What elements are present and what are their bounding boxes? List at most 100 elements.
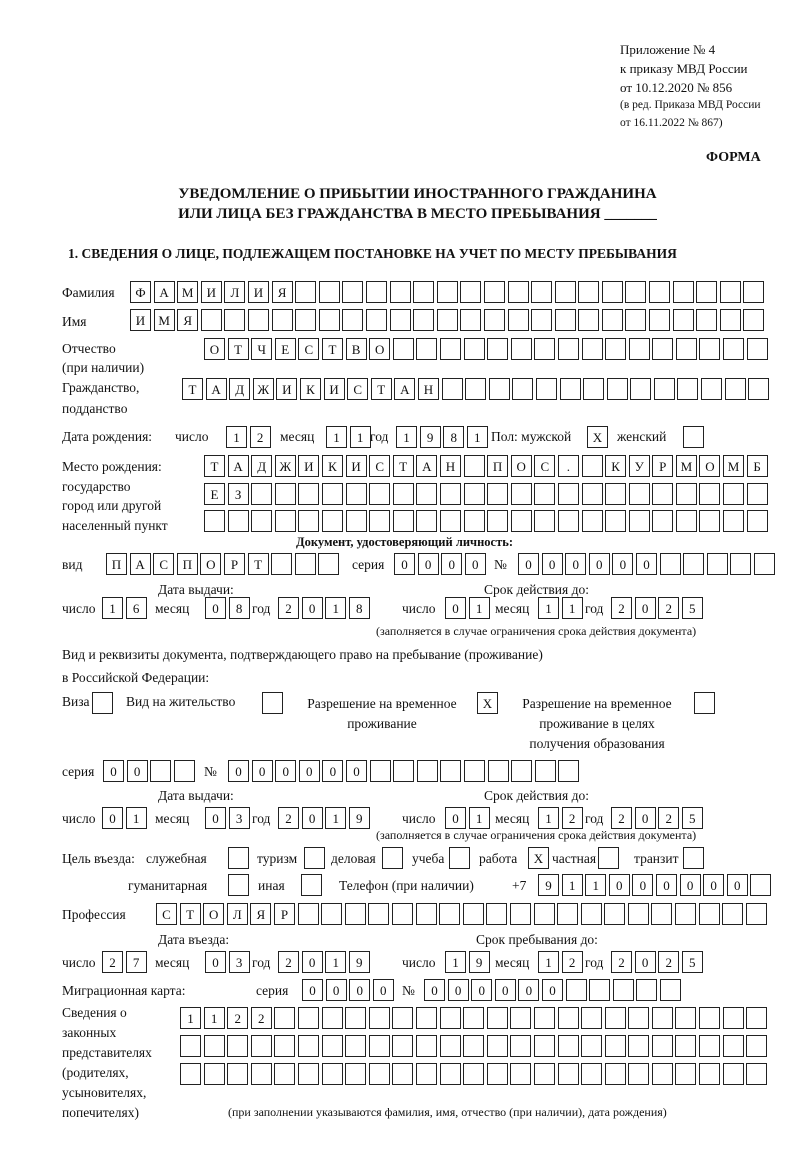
char-cell[interactable] bbox=[368, 903, 390, 925]
char-cell[interactable]: А bbox=[416, 455, 438, 477]
char-cell[interactable] bbox=[722, 1007, 744, 1029]
char-cell[interactable] bbox=[318, 281, 340, 303]
char-cell[interactable]: Т bbox=[204, 455, 225, 477]
char-cell[interactable] bbox=[706, 553, 728, 575]
char-cell[interactable]: Л bbox=[226, 903, 248, 925]
char-cell[interactable] bbox=[465, 378, 487, 400]
char-cell[interactable] bbox=[510, 510, 532, 532]
char-cell[interactable] bbox=[746, 338, 768, 360]
char-cell[interactable] bbox=[203, 1063, 225, 1085]
char-cell[interactable] bbox=[463, 1007, 485, 1029]
char-cell[interactable] bbox=[345, 510, 367, 532]
char-cell[interactable]: С bbox=[347, 378, 369, 400]
char-cell[interactable]: 1 bbox=[396, 426, 417, 448]
char-cell[interactable] bbox=[724, 378, 746, 400]
char-cell[interactable] bbox=[719, 309, 741, 331]
char-cell[interactable] bbox=[274, 1035, 296, 1057]
char-cell[interactable] bbox=[719, 281, 741, 303]
char-cell[interactable] bbox=[392, 1007, 414, 1029]
char-cell[interactable] bbox=[487, 510, 509, 532]
char-cell[interactable]: 9 bbox=[468, 951, 490, 973]
char-cell[interactable] bbox=[651, 1007, 673, 1029]
char-cell[interactable]: О bbox=[203, 903, 225, 925]
purpose-official-checkbox[interactable] bbox=[228, 847, 252, 869]
char-cell[interactable] bbox=[345, 1007, 367, 1029]
char-cell[interactable]: 0 bbox=[541, 553, 563, 575]
char-cell[interactable] bbox=[598, 847, 619, 869]
char-cell[interactable]: 1 bbox=[538, 597, 559, 619]
char-cell[interactable] bbox=[531, 309, 553, 331]
char-cell[interactable] bbox=[463, 483, 485, 505]
purpose-private-checkbox[interactable] bbox=[598, 847, 622, 869]
char-cell[interactable]: Е bbox=[274, 338, 296, 360]
residence-permit-checkbox[interactable] bbox=[262, 692, 286, 714]
char-cell[interactable] bbox=[534, 338, 556, 360]
char-cell[interactable]: М bbox=[675, 455, 697, 477]
char-cell[interactable] bbox=[696, 281, 718, 303]
char-cell[interactable] bbox=[295, 309, 317, 331]
char-cell[interactable]: 0 bbox=[394, 553, 415, 575]
char-cell[interactable] bbox=[557, 510, 579, 532]
char-cell[interactable]: 1 bbox=[326, 426, 347, 448]
char-cell[interactable] bbox=[581, 338, 603, 360]
char-cell[interactable] bbox=[92, 692, 113, 714]
char-cell[interactable] bbox=[321, 483, 343, 505]
char-cell[interactable] bbox=[297, 903, 319, 925]
char-cell[interactable] bbox=[601, 309, 623, 331]
char-cell[interactable]: 0 bbox=[726, 874, 748, 896]
char-cell[interactable] bbox=[392, 1035, 414, 1057]
char-cell[interactable] bbox=[389, 309, 411, 331]
char-cell[interactable] bbox=[675, 483, 697, 505]
char-cell[interactable] bbox=[581, 1007, 603, 1029]
char-cell[interactable] bbox=[649, 281, 671, 303]
representatives-field-3[interactable] bbox=[180, 1063, 770, 1085]
char-cell[interactable] bbox=[743, 309, 765, 331]
char-cell[interactable] bbox=[487, 760, 509, 782]
char-cell[interactable]: 9 bbox=[538, 874, 559, 896]
char-cell[interactable] bbox=[604, 1007, 626, 1029]
char-cell[interactable]: 2 bbox=[278, 951, 299, 973]
char-cell[interactable] bbox=[745, 903, 767, 925]
char-cell[interactable]: 2 bbox=[102, 951, 123, 973]
char-cell[interactable]: 1 bbox=[561, 597, 583, 619]
char-cell[interactable]: Ж bbox=[252, 378, 274, 400]
char-cell[interactable] bbox=[699, 483, 721, 505]
char-cell[interactable] bbox=[606, 378, 628, 400]
char-cell[interactable]: . bbox=[557, 455, 579, 477]
char-cell[interactable]: 2 bbox=[250, 1007, 272, 1029]
char-cell[interactable]: 5 bbox=[681, 807, 703, 829]
char-cell[interactable] bbox=[392, 510, 414, 532]
char-cell[interactable]: 0 bbox=[655, 874, 677, 896]
char-cell[interactable] bbox=[368, 1007, 390, 1029]
char-cell[interactable]: Я bbox=[271, 281, 293, 303]
char-cell[interactable] bbox=[659, 553, 681, 575]
char-cell[interactable] bbox=[699, 510, 721, 532]
char-cell[interactable] bbox=[533, 903, 555, 925]
char-cell[interactable]: 0 bbox=[322, 760, 344, 782]
char-cell[interactable] bbox=[580, 903, 602, 925]
char-cell[interactable] bbox=[389, 281, 411, 303]
char-cell[interactable]: 1 bbox=[102, 597, 123, 619]
char-cell[interactable] bbox=[251, 510, 273, 532]
char-cell[interactable] bbox=[583, 378, 605, 400]
char-cell[interactable]: 0 bbox=[205, 951, 226, 973]
char-cell[interactable] bbox=[748, 378, 770, 400]
char-cell[interactable]: Д bbox=[251, 455, 273, 477]
char-cell[interactable] bbox=[382, 847, 403, 869]
char-cell[interactable]: 2 bbox=[611, 951, 632, 973]
char-cell[interactable]: 2 bbox=[249, 426, 271, 448]
char-cell[interactable] bbox=[604, 1035, 626, 1057]
char-cell[interactable] bbox=[483, 309, 505, 331]
char-cell[interactable] bbox=[534, 483, 556, 505]
char-cell[interactable]: 9 bbox=[419, 426, 441, 448]
char-cell[interactable] bbox=[534, 510, 556, 532]
char-cell[interactable] bbox=[463, 338, 485, 360]
char-cell[interactable]: X bbox=[528, 847, 549, 869]
